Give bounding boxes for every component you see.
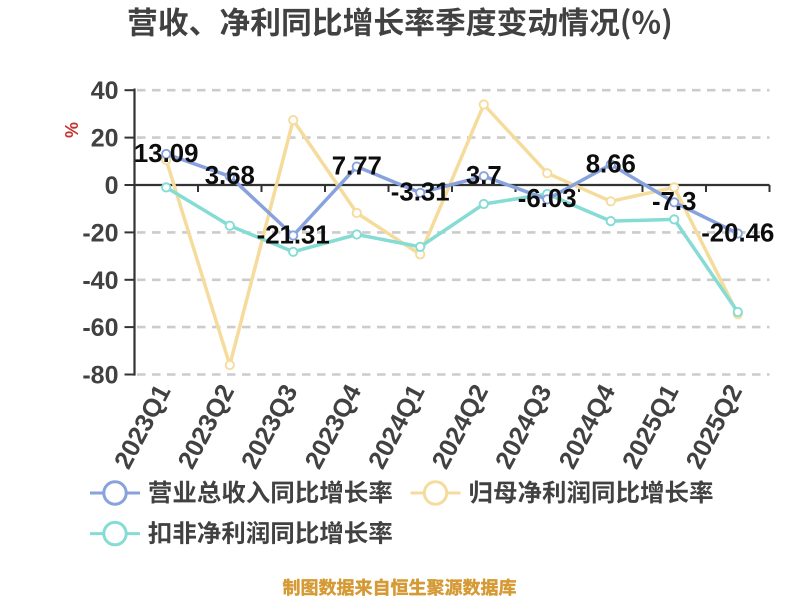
svg-text:40: 40 [91, 77, 119, 105]
svg-text:-21.31: -21.31 [257, 221, 330, 249]
svg-text:7.77: 7.77 [332, 152, 382, 180]
svg-text:3.7: 3.7 [466, 162, 502, 190]
svg-text:-60: -60 [82, 314, 118, 342]
svg-text:20: 20 [91, 125, 119, 153]
svg-text:-20.46: -20.46 [701, 219, 774, 247]
svg-text:0: 0 [105, 172, 119, 200]
svg-text:-40: -40 [82, 267, 118, 295]
svg-text:-3.31: -3.31 [391, 179, 450, 207]
svg-text:-80: -80 [82, 362, 118, 390]
svg-text:-20: -20 [82, 219, 118, 247]
svg-text:-7.3: -7.3 [652, 188, 696, 216]
svg-text:%: % [62, 122, 82, 138]
svg-text:8.66: 8.66 [586, 150, 636, 178]
svg-text:-6.03: -6.03 [518, 185, 577, 213]
svg-text:3.68: 3.68 [205, 162, 255, 190]
svg-text:13.09: 13.09 [134, 140, 199, 168]
